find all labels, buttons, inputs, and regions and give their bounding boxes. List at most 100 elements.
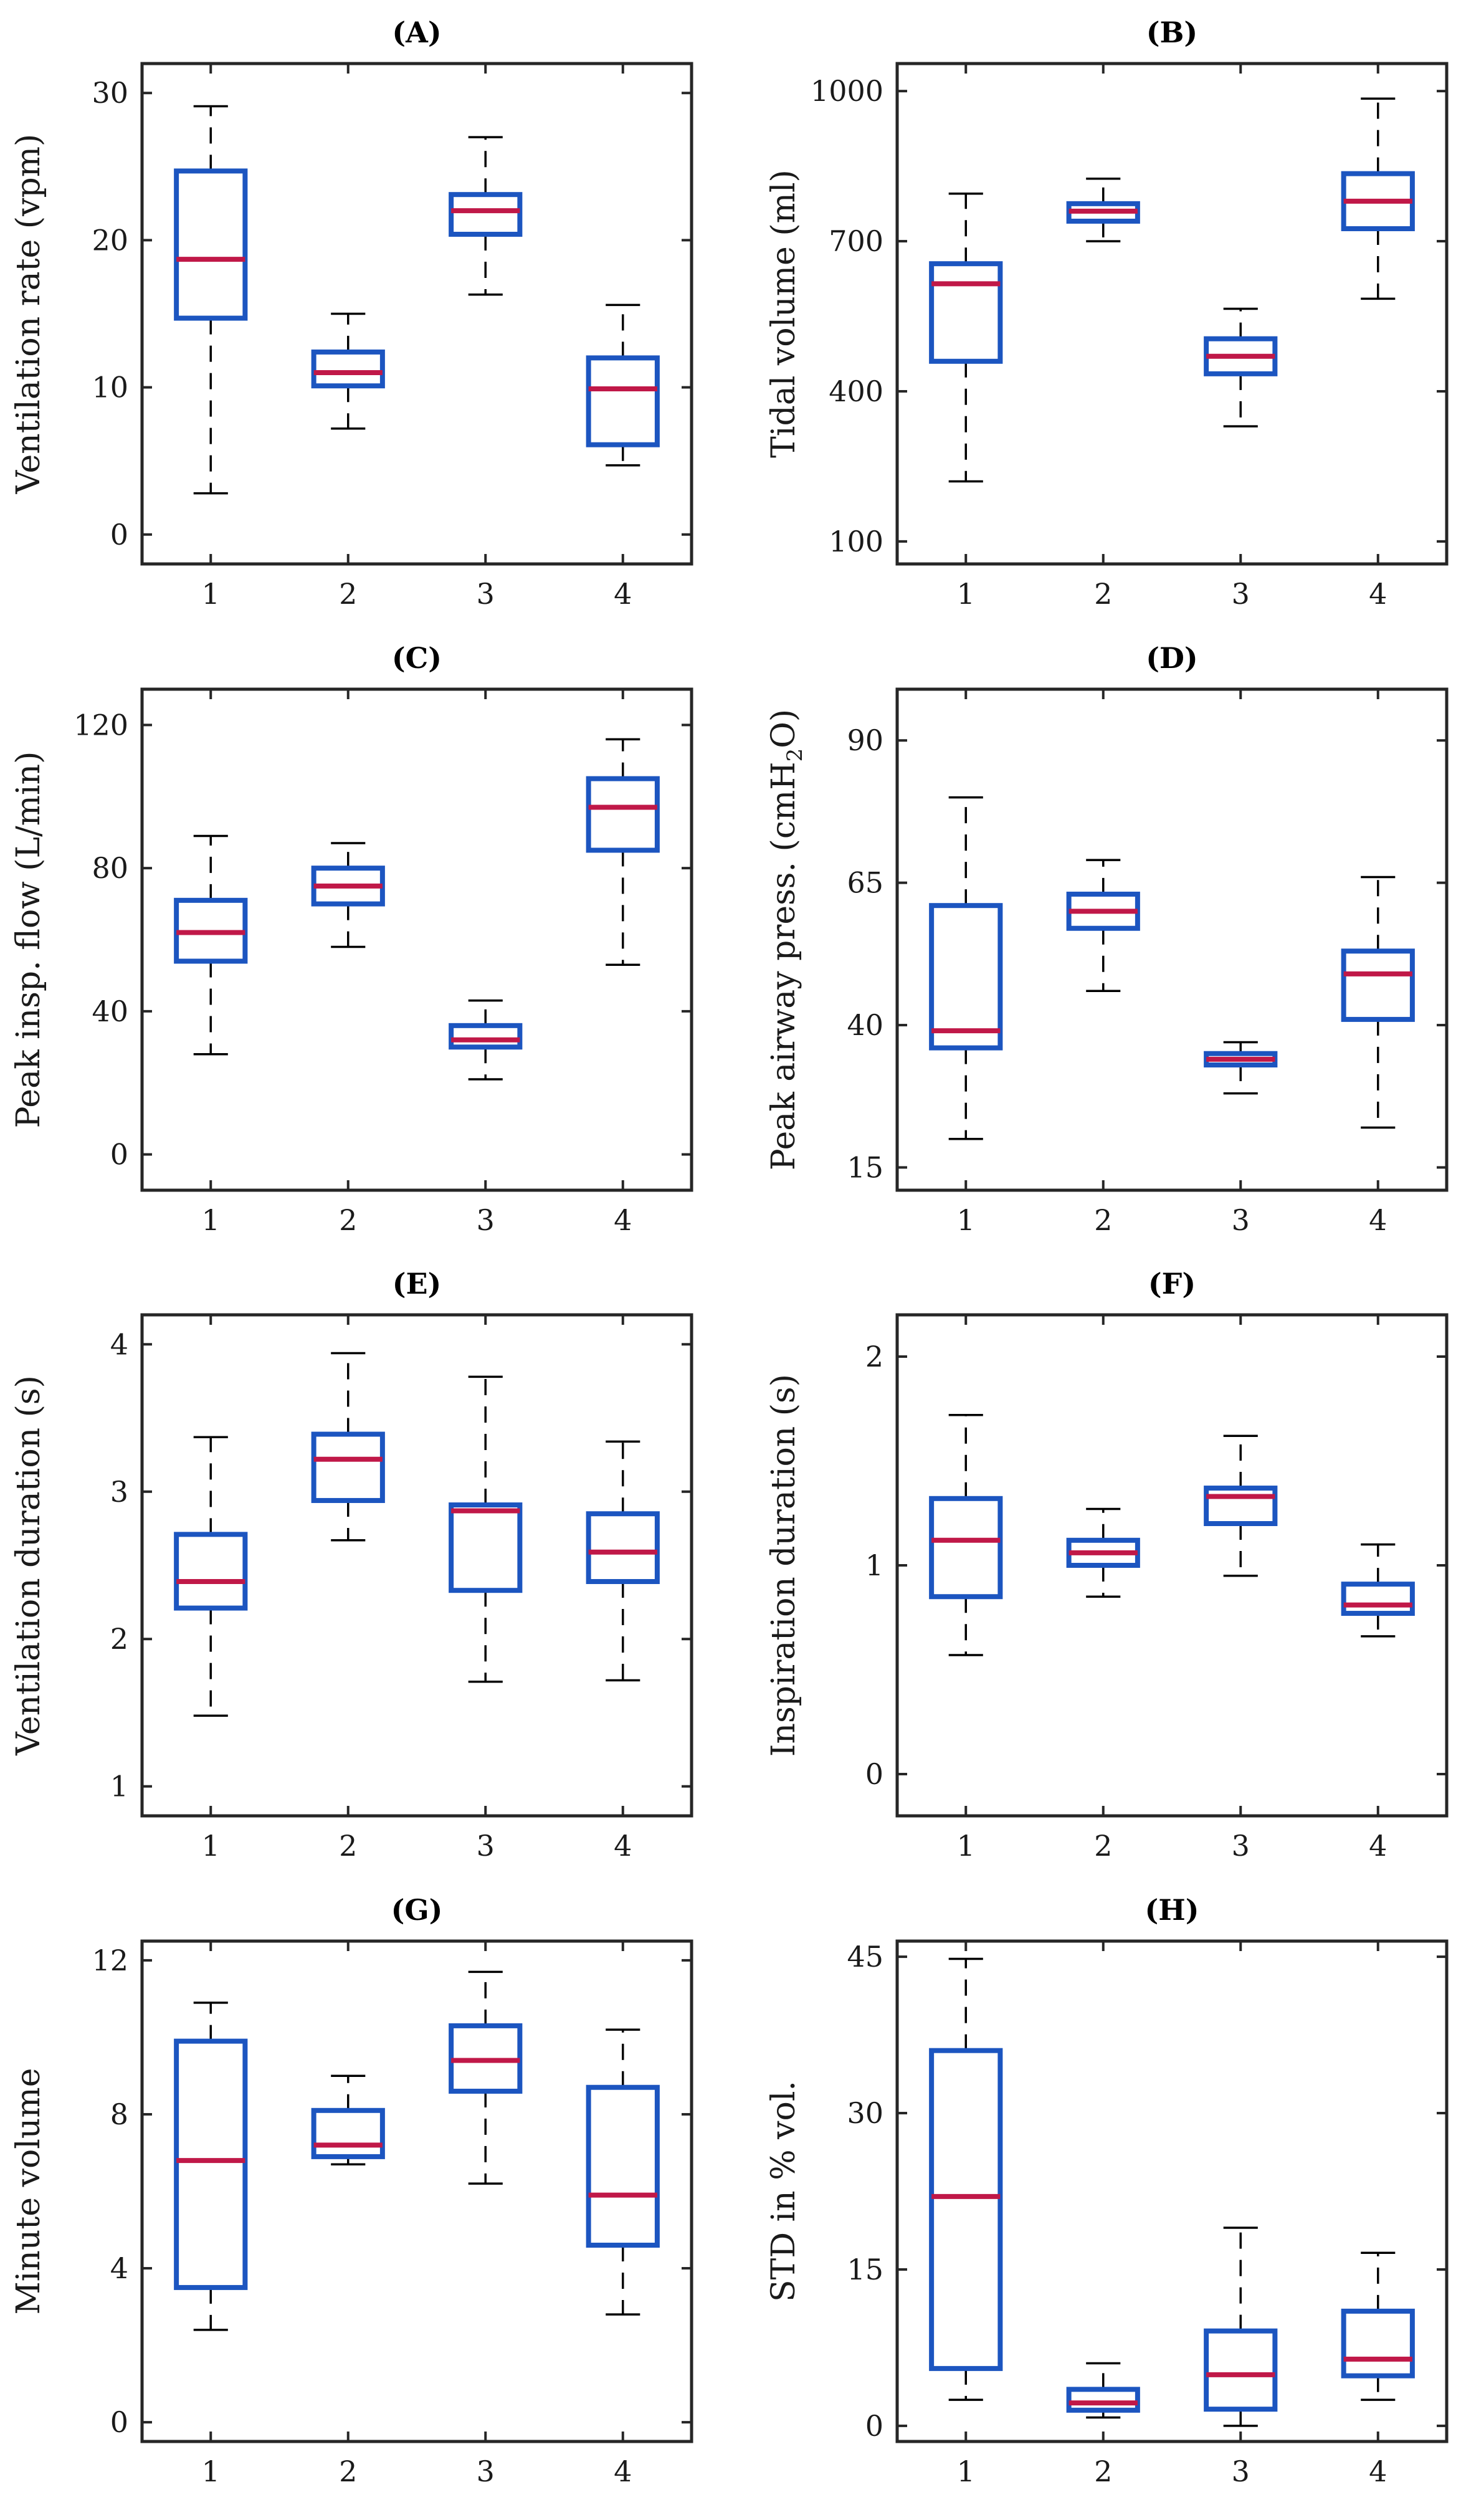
panel-e-box-1	[174, 1436, 248, 1717]
panel-f-title: (F)	[1148, 1267, 1196, 1301]
panel-a-ytick-label-0: 0	[110, 518, 128, 551]
panel-e-xtick-label-2: 3	[477, 1829, 495, 1863]
panel-h-xtick-label-1: 2	[1094, 2455, 1112, 2488]
panel-d-ytick-label-1: 40	[847, 1008, 883, 1042]
panel-e-box-3	[449, 1375, 523, 1683]
panel-c-title: (C)	[392, 641, 442, 675]
panel-b-title: (B)	[1146, 16, 1197, 49]
panel-a-xtick-label-1: 2	[339, 577, 357, 611]
panel-a-ytick-label-2: 20	[92, 223, 128, 257]
panel-d-ytick-label-3: 90	[847, 723, 883, 757]
panel-h-box-4	[1341, 2251, 1415, 2401]
panel-b-box-1-iqr	[929, 261, 1003, 364]
panel-b-xtick-label-2: 3	[1232, 577, 1250, 611]
panel-e-box-2-iqr	[311, 1431, 385, 1503]
panel-h-ytick-label-1: 15	[847, 2253, 883, 2286]
panel-f-box-4-iqr	[1341, 1582, 1415, 1616]
panel-e-xtick-label-1: 2	[339, 1829, 357, 1863]
panel-h-xtick-label-2: 3	[1232, 2455, 1250, 2488]
panel-b-ytick-label-0: 100	[829, 525, 883, 558]
panel-a-box-2	[311, 312, 385, 430]
panel-e-ytick-label-2: 3	[110, 1475, 128, 1509]
panel-f-xtick-label-2: 3	[1232, 1829, 1250, 1863]
panel-a-axes-frame	[140, 62, 693, 566]
panel-c-box-1	[174, 834, 248, 1056]
panel-h-box-1	[929, 1957, 1003, 2401]
panel-a-xtick-label-2: 3	[477, 577, 495, 611]
panel-a-ylabel: Ventilation rate (vpm)	[10, 134, 47, 495]
panel-d-ytick-label-2: 65	[847, 866, 883, 900]
panel-h-box-2-iqr	[1066, 2387, 1140, 2413]
panel-b-box-4	[1341, 97, 1415, 300]
panel-h-box-2	[1066, 2362, 1140, 2419]
panel-g-xtick-label-3: 4	[614, 2455, 632, 2488]
panel-c-box-2	[311, 842, 385, 948]
panel-b-box-1	[929, 193, 1003, 483]
panel-e-ytick-label-1: 2	[110, 1622, 128, 1656]
panel-g-box-1	[174, 2002, 248, 2331]
panel-e-xtick-label-0: 1	[202, 1829, 220, 1863]
panel-g-ylabel: Minute volume	[10, 2068, 47, 2315]
panel-d-ytick-label-0: 15	[847, 1150, 883, 1184]
panel-d-ylabel-tail: O)	[765, 709, 802, 748]
panel-f-box-3-iqr	[1204, 1486, 1278, 1527]
panel-h-ytick-label-3: 45	[847, 1940, 883, 1974]
panel-h-xtick-label-3: 4	[1369, 2455, 1387, 2488]
panel-a-box-1	[174, 105, 248, 495]
panel-b-ytick-label-3: 1000	[811, 74, 883, 108]
panel-a-box-4-iqr	[586, 355, 660, 447]
panel-d-title: (D)	[1146, 641, 1197, 675]
panel-a-title: (A)	[392, 16, 441, 49]
panel-e-xtick-label-3: 4	[614, 1829, 632, 1863]
panel-b-ylabel: Tidal volume (ml)	[765, 169, 802, 458]
panel-f-box-1	[929, 1414, 1003, 1656]
panel-g-axes-frame	[140, 1939, 693, 2443]
panel-c-ytick-label-2: 80	[92, 851, 128, 885]
panel-f-ytick-label-1: 1	[865, 1549, 883, 1582]
panel-e-ylabel: Ventilation duration (s)	[10, 1375, 47, 1756]
panel-h-box-3	[1204, 2226, 1278, 2427]
panel-g-box-1-iqr	[174, 2038, 248, 2290]
panel-d-ylabel-subscript: 2	[783, 748, 807, 762]
panel-b-axes-frame	[895, 62, 1449, 566]
panel-a: (A) 0 10 20 30 1 2 3 4 Ventilation rate (vpm)	[10, 16, 693, 611]
panel-b-xtick-label-0: 1	[957, 577, 975, 611]
panel-f-xtick-label-0: 1	[957, 1829, 975, 1863]
panel-e-title: (E)	[393, 1267, 442, 1301]
panel-d-xtick-label-0: 1	[957, 1203, 975, 1237]
panel-e-box-2	[311, 1352, 385, 1542]
panel-c-ytick-label-3: 120	[74, 708, 128, 742]
panel-h-box-1-iqr	[929, 2048, 1003, 2371]
panel-h-title: (H)	[1145, 1893, 1199, 1927]
panel-d-ylabel: Peak airway press. (cmH2O)	[765, 709, 807, 1170]
panel-b-ytick-label-2: 700	[829, 224, 883, 258]
panel-b-box-2	[1066, 177, 1140, 242]
panel-a-ytick-label-3: 30	[92, 76, 128, 110]
panel-c-xtick-label-1: 2	[339, 1203, 357, 1237]
panel-h-box-3-iqr	[1204, 2328, 1278, 2412]
panel-e: (E) 1 2 3 4 1 2 3 4 Ventilation duration (s)	[10, 1267, 693, 1863]
panel-d-ylabel-main: Peak airway press. (cmH	[765, 761, 802, 1170]
panel-c-ylabel: Peak insp. flow (L/min)	[10, 752, 47, 1129]
panel-d-axes-frame	[895, 687, 1449, 1192]
panel-g-box-3	[449, 1970, 523, 2185]
panel-b-box-3	[1204, 307, 1278, 427]
panel-c-xtick-label-0: 1	[202, 1203, 220, 1237]
panel-a-box-2-iqr	[311, 349, 385, 389]
panel-g-ytick-label-2: 8	[110, 2098, 128, 2131]
panel-b-xtick-label-1: 2	[1094, 577, 1112, 611]
panel-g-xtick-label-1: 2	[339, 2455, 357, 2488]
panel-c-box-3	[449, 999, 523, 1081]
panel-c-axes-frame	[140, 687, 693, 1192]
panel-a-xtick-label-0: 1	[202, 577, 220, 611]
panel-b-xtick-label-3: 4	[1369, 577, 1387, 611]
panel-h-axes-frame	[895, 1939, 1449, 2443]
panel-g-xtick-label-2: 3	[477, 2455, 495, 2488]
panel-c-box-4-iqr	[586, 776, 660, 853]
panel-a-ytick-label-1: 10	[92, 371, 128, 404]
panel-f: (F) 0 1 2 1 2 3 4 Inspiration duration (s)	[765, 1267, 1449, 1863]
panel-h-ytick-label-2: 30	[847, 2096, 883, 2130]
panel-c-box-4	[586, 738, 660, 966]
